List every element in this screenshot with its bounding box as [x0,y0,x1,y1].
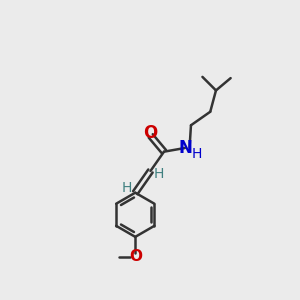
Text: O: O [143,124,157,142]
Text: H: H [154,167,164,181]
Text: H: H [192,148,202,161]
Text: N: N [178,139,192,157]
Text: O: O [129,249,142,264]
Text: H: H [122,181,132,195]
